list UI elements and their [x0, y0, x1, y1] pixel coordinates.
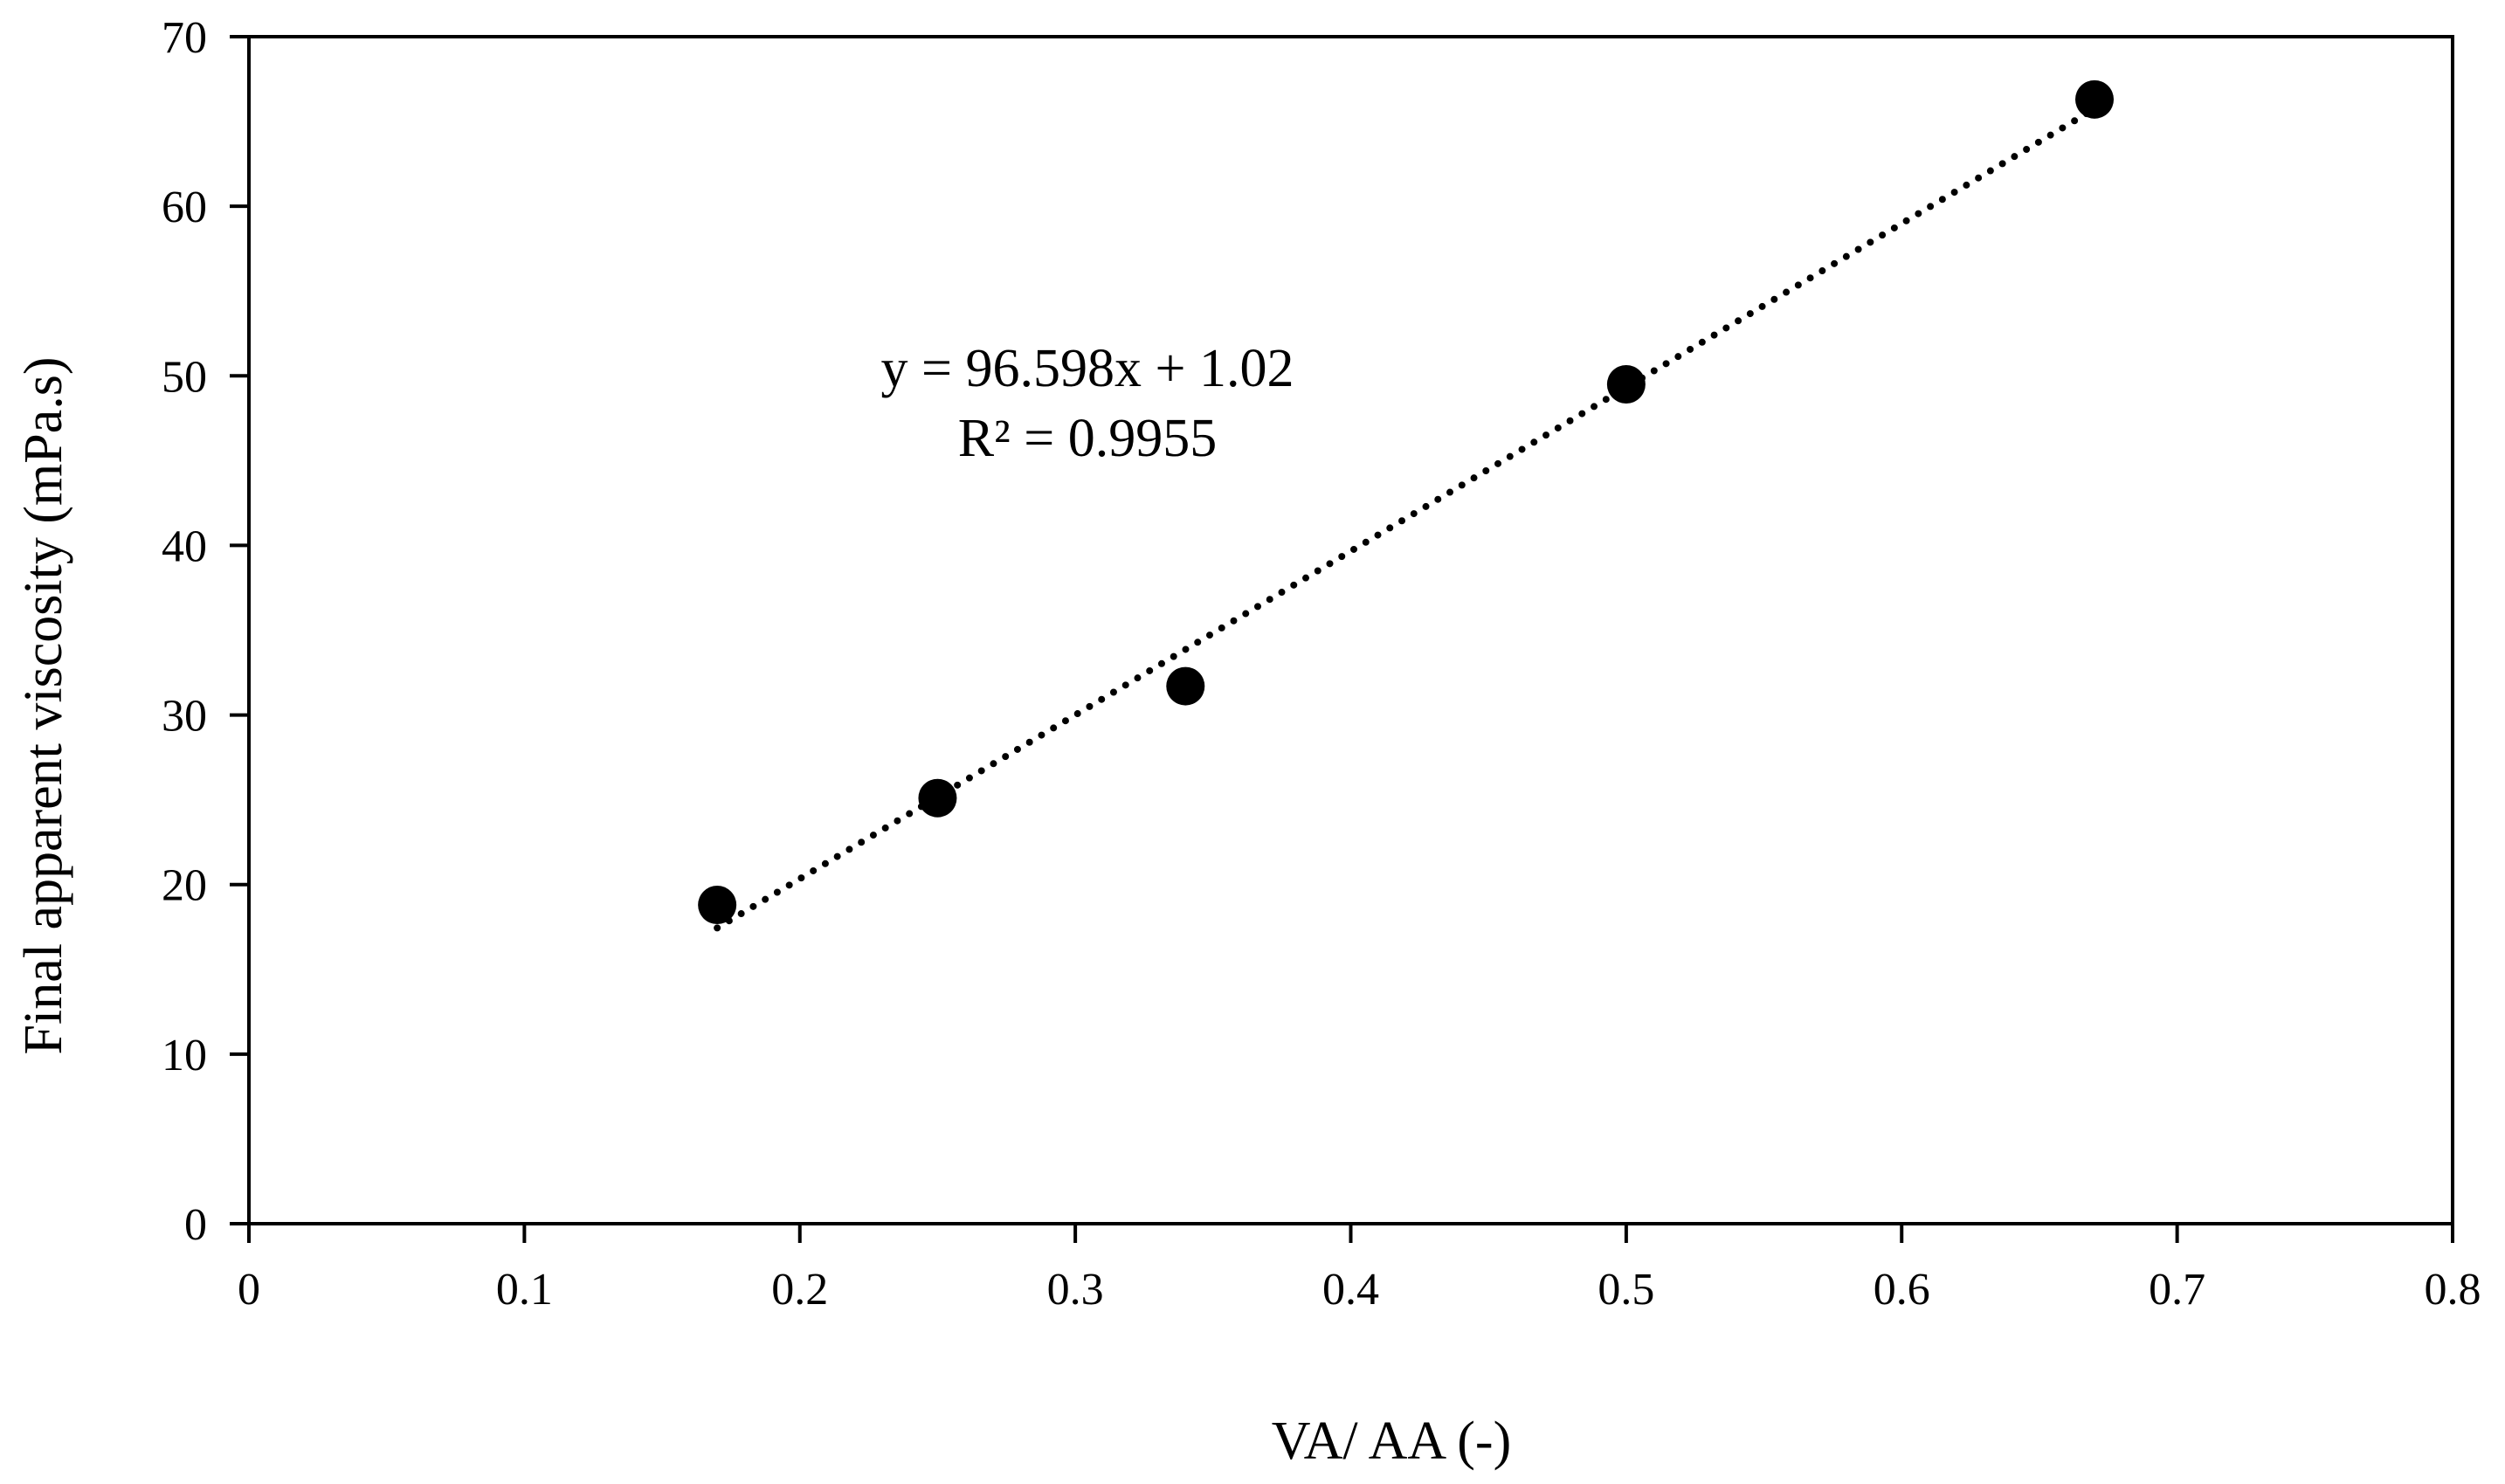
trendline-r-squared: R² = 0.9955 [958, 409, 1217, 468]
x-tick-label: 0.2 [771, 1265, 828, 1315]
y-axis: 0 10 20 30 40 50 60 70 [162, 13, 249, 1250]
y-tick-label: 0 [184, 1200, 207, 1250]
trendline-equation: y = 96.598x + 1.02 [881, 339, 1294, 398]
x-tick-label: 0.8 [2425, 1265, 2481, 1315]
y-tick-label: 40 [162, 521, 207, 571]
data-point [1166, 666, 1205, 706]
data-point [918, 778, 957, 818]
x-tick-label: 0.1 [496, 1265, 553, 1315]
x-tick-label: 0.7 [2149, 1265, 2205, 1315]
y-tick-label: 30 [162, 692, 207, 742]
x-tick-label: 0.4 [1322, 1265, 1379, 1315]
y-tick-label: 60 [162, 183, 207, 232]
y-tick-label: 20 [162, 861, 207, 911]
y-tick-label: 10 [162, 1031, 207, 1080]
data-point [698, 886, 737, 925]
x-axis-title: VA/ AA (-) [1272, 1412, 1511, 1471]
y-tick-label: 50 [162, 352, 207, 402]
x-tick-label: 0.5 [1598, 1265, 1654, 1315]
y-axis-title: Final apparent viscosity (mPa.s) [14, 357, 73, 1055]
x-axis: 0 0.1 0.2 0.3 0.4 0.5 0.6 0.7 0.8 [238, 1224, 2481, 1315]
y-tick-label: 70 [162, 13, 207, 63]
data-points [698, 79, 2115, 925]
data-point [1606, 364, 1646, 404]
x-tick-label: 0.3 [1047, 1265, 1104, 1315]
x-tick-label: 0 [238, 1265, 260, 1315]
x-tick-label: 0.6 [1874, 1265, 1930, 1315]
data-point [2075, 79, 2115, 119]
